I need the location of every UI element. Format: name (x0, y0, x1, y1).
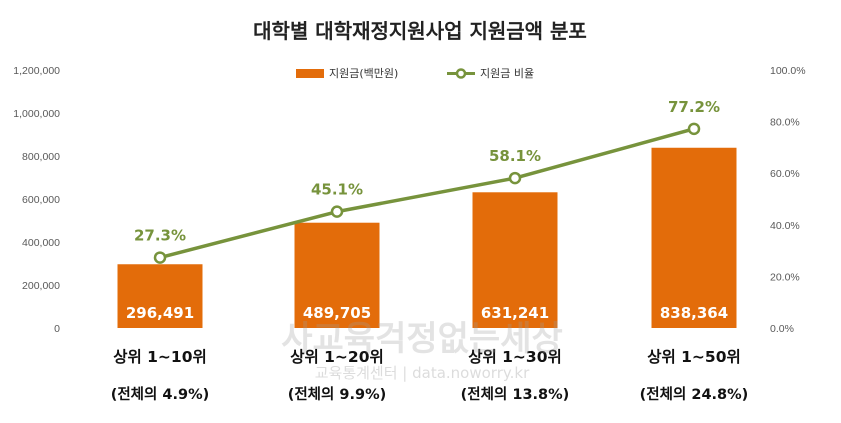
y-left-tick-label: 200,000 (22, 280, 60, 292)
bar-value-label: 838,364 (660, 304, 728, 322)
legend-bar-label: 지원금(백만원) (329, 67, 398, 80)
y-left-tick-label: 1,200,000 (13, 65, 60, 77)
bar-series: 296,491 489,705 631,241 838,364 (117, 147, 737, 328)
bar (117, 264, 203, 328)
y-left-tick-label: 600,000 (22, 194, 60, 206)
ratio-point (687, 122, 701, 136)
legend: 지원금(백만원) 지원금 비율 (296, 67, 534, 80)
legend-line-label: 지원금 비율 (480, 67, 534, 80)
y-right-tick-label: 20.0% (770, 271, 800, 283)
bar (294, 222, 380, 328)
bar-value-label: 631,241 (481, 304, 549, 322)
y-left-tick-label: 1,000,000 (13, 108, 60, 120)
legend-bar-swatch (296, 69, 324, 78)
category-label: 상위 1~20위 (290, 348, 384, 366)
y-left-tick-label: 400,000 (22, 237, 60, 249)
y-right-tick-label: 80.0% (770, 117, 800, 129)
ratio-point (330, 205, 344, 218)
y-right-tick-label: 0.0% (770, 323, 794, 335)
ratio-value-label: 58.1% (489, 147, 541, 165)
ratio-value-label: 77.2% (668, 98, 720, 116)
ratio-point (153, 251, 167, 264)
y-right-tick-label: 100.0% (770, 65, 806, 77)
bar (651, 147, 737, 328)
watermark-main: 사교육걱정없는세상 (281, 319, 563, 359)
category-sublabel: (전체의 13.8%) (461, 385, 570, 403)
y-axis-left: 0 200,000 400,000 600,000 800,000 1,000,000 1,… (13, 65, 60, 335)
bar-value-label: 296,491 (126, 304, 194, 322)
category-label: 상위 1~30위 (468, 348, 562, 366)
y-right-tick-label: 40.0% (770, 220, 800, 232)
ratio-value-label: 27.3% (134, 227, 186, 245)
y-left-tick-label: 800,000 (22, 151, 60, 163)
chart-title: 대학별 대학재정지원사업 지원금액 분포 (253, 19, 587, 43)
y-left-tick-label: 0 (54, 323, 60, 335)
ratio-point (508, 171, 522, 185)
ratio-value-label: 45.1% (311, 181, 363, 199)
y-axis-right: 0.0% 20.0% 40.0% 60.0% 80.0% 100.0% (770, 65, 806, 335)
category-sublabel: (전체의 4.9%) (111, 385, 210, 403)
category-label: 상위 1~50위 (647, 348, 741, 366)
category-label: 상위 1~10위 (113, 348, 207, 366)
ratio-line-series: 27.3% 45.1% 58.1% 77.2% (134, 98, 720, 264)
ratio-line (159, 127, 695, 260)
x-axis-categories: 상위 1~10위 (전체의 4.9%) 상위 1~20위 (전체의 9.9%) 상위 1… (111, 348, 749, 403)
watermark-sub: 교육통계센터 | data.noworry.kr (315, 364, 530, 382)
y-right-tick-label: 60.0% (770, 168, 800, 180)
bar (472, 192, 558, 328)
category-sublabel: (전체의 24.8%) (640, 385, 749, 403)
bar-value-label: 489,705 (303, 304, 371, 322)
legend-line-marker (455, 68, 467, 79)
category-sublabel: (전체의 9.9%) (288, 385, 387, 403)
